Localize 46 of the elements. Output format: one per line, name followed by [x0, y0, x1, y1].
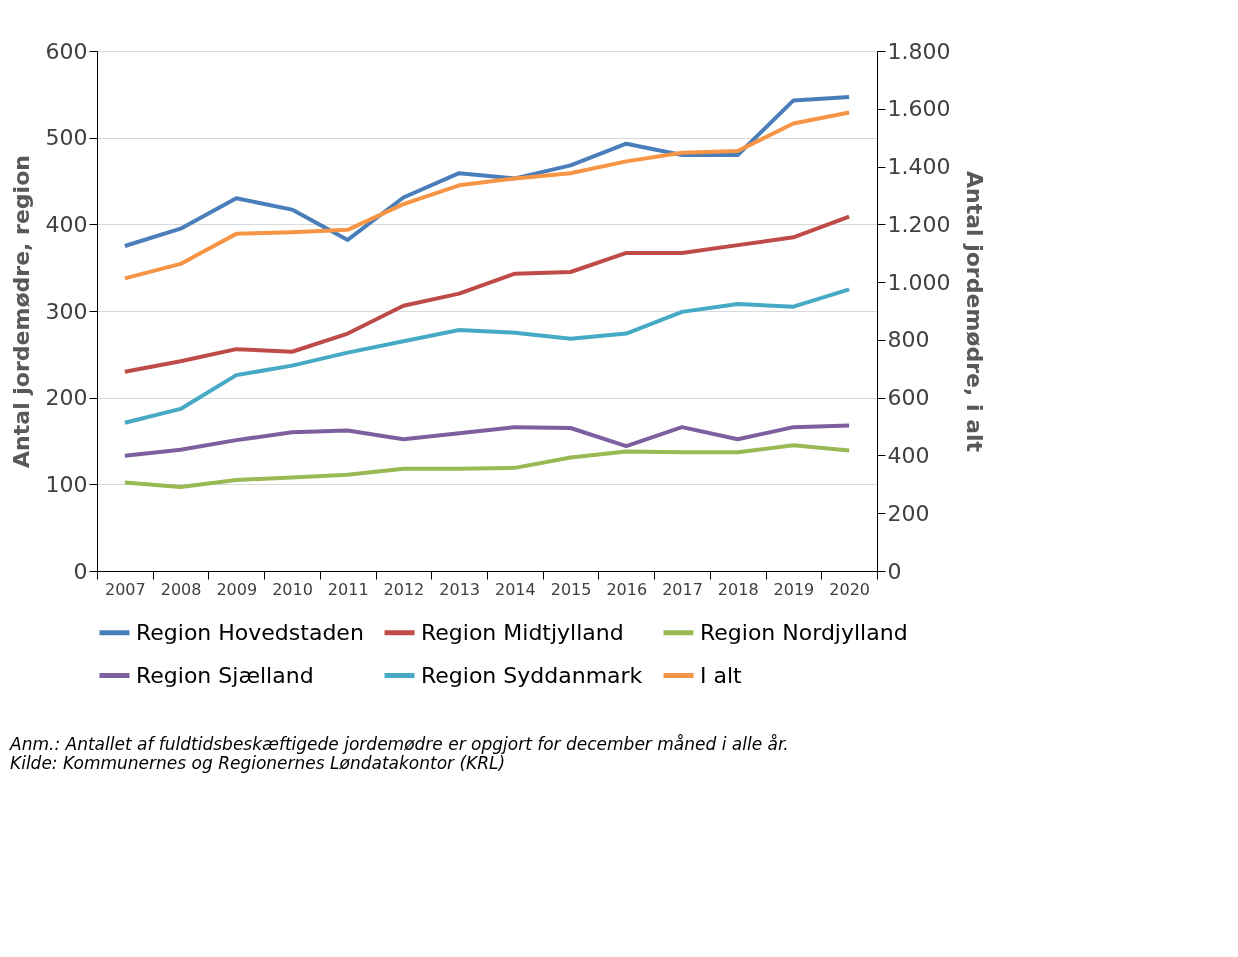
y-tick-label: 0 [73, 558, 88, 584]
x-tick-label: 2007 [105, 579, 146, 599]
y-tick-label: 300 [45, 298, 88, 324]
legend-label: Region Midtjylland [421, 619, 624, 645]
y2-tick-label: 800 [887, 327, 930, 353]
x-tick-label: 2014 [495, 579, 536, 599]
y2-tick-label: 200 [887, 500, 930, 526]
y-tick-label: 600 [45, 38, 88, 64]
line-series [122, 443, 852, 489]
legend-label: I alt [700, 662, 743, 688]
legend-label: Region Syddanmark [421, 662, 643, 688]
y2-tick-label: 1.000 [887, 269, 951, 295]
x-tick-label: 2018 [717, 579, 759, 599]
y2-tick-label: 1.200 [887, 211, 951, 237]
line-series [122, 423, 852, 458]
x-tick-label: 2020 [829, 579, 870, 599]
x-tick-label: 2009 [216, 579, 258, 599]
line-series [122, 110, 852, 281]
text: Anm.: Antallet af fuldtidsbeskæftigede jordemødre er opgjort for december måned i alle år. [9, 734, 789, 754]
y-tick-label: 100 [45, 471, 88, 497]
y2-axis-title: Antal jordemødre, i alt [962, 170, 988, 453]
x-tick-label: 2015 [550, 579, 592, 599]
x-tick-label: 2013 [439, 579, 480, 599]
x-tick-label: 2017 [662, 579, 703, 599]
y-tick-label: 200 [45, 385, 88, 411]
y2-tick-label: 400 [887, 442, 930, 468]
legend-label: Region Hovedstaden [136, 619, 364, 645]
x-tick-label: 2010 [272, 579, 313, 599]
y-tick-label: 500 [45, 125, 88, 151]
x-tick-label: 2008 [160, 579, 202, 599]
legend-label: Region Sjælland [136, 662, 314, 688]
line-series [122, 214, 852, 374]
y2-tick-label: 600 [887, 385, 930, 411]
line-series [122, 287, 852, 425]
x-tick-label: 2011 [327, 579, 369, 599]
x-tick-label: 2012 [383, 579, 425, 599]
x-tick-label: 2019 [773, 579, 815, 599]
x-tick-label: 2016 [606, 579, 648, 599]
y2-tick-label: 1.600 [887, 96, 951, 122]
text: Kilde: Kommunernes og Regionernes Løndatakontor (KRL) [10, 753, 506, 773]
y-axis-title: Antal jordemødre, region [8, 155, 34, 468]
y2-tick-label: 0 [887, 558, 902, 584]
y-tick-label: 400 [45, 211, 88, 237]
legend-label: Region Nordjylland [700, 619, 908, 645]
y2-tick-label: 1.400 [887, 154, 951, 180]
y2-tick-label: 1.800 [887, 38, 951, 64]
